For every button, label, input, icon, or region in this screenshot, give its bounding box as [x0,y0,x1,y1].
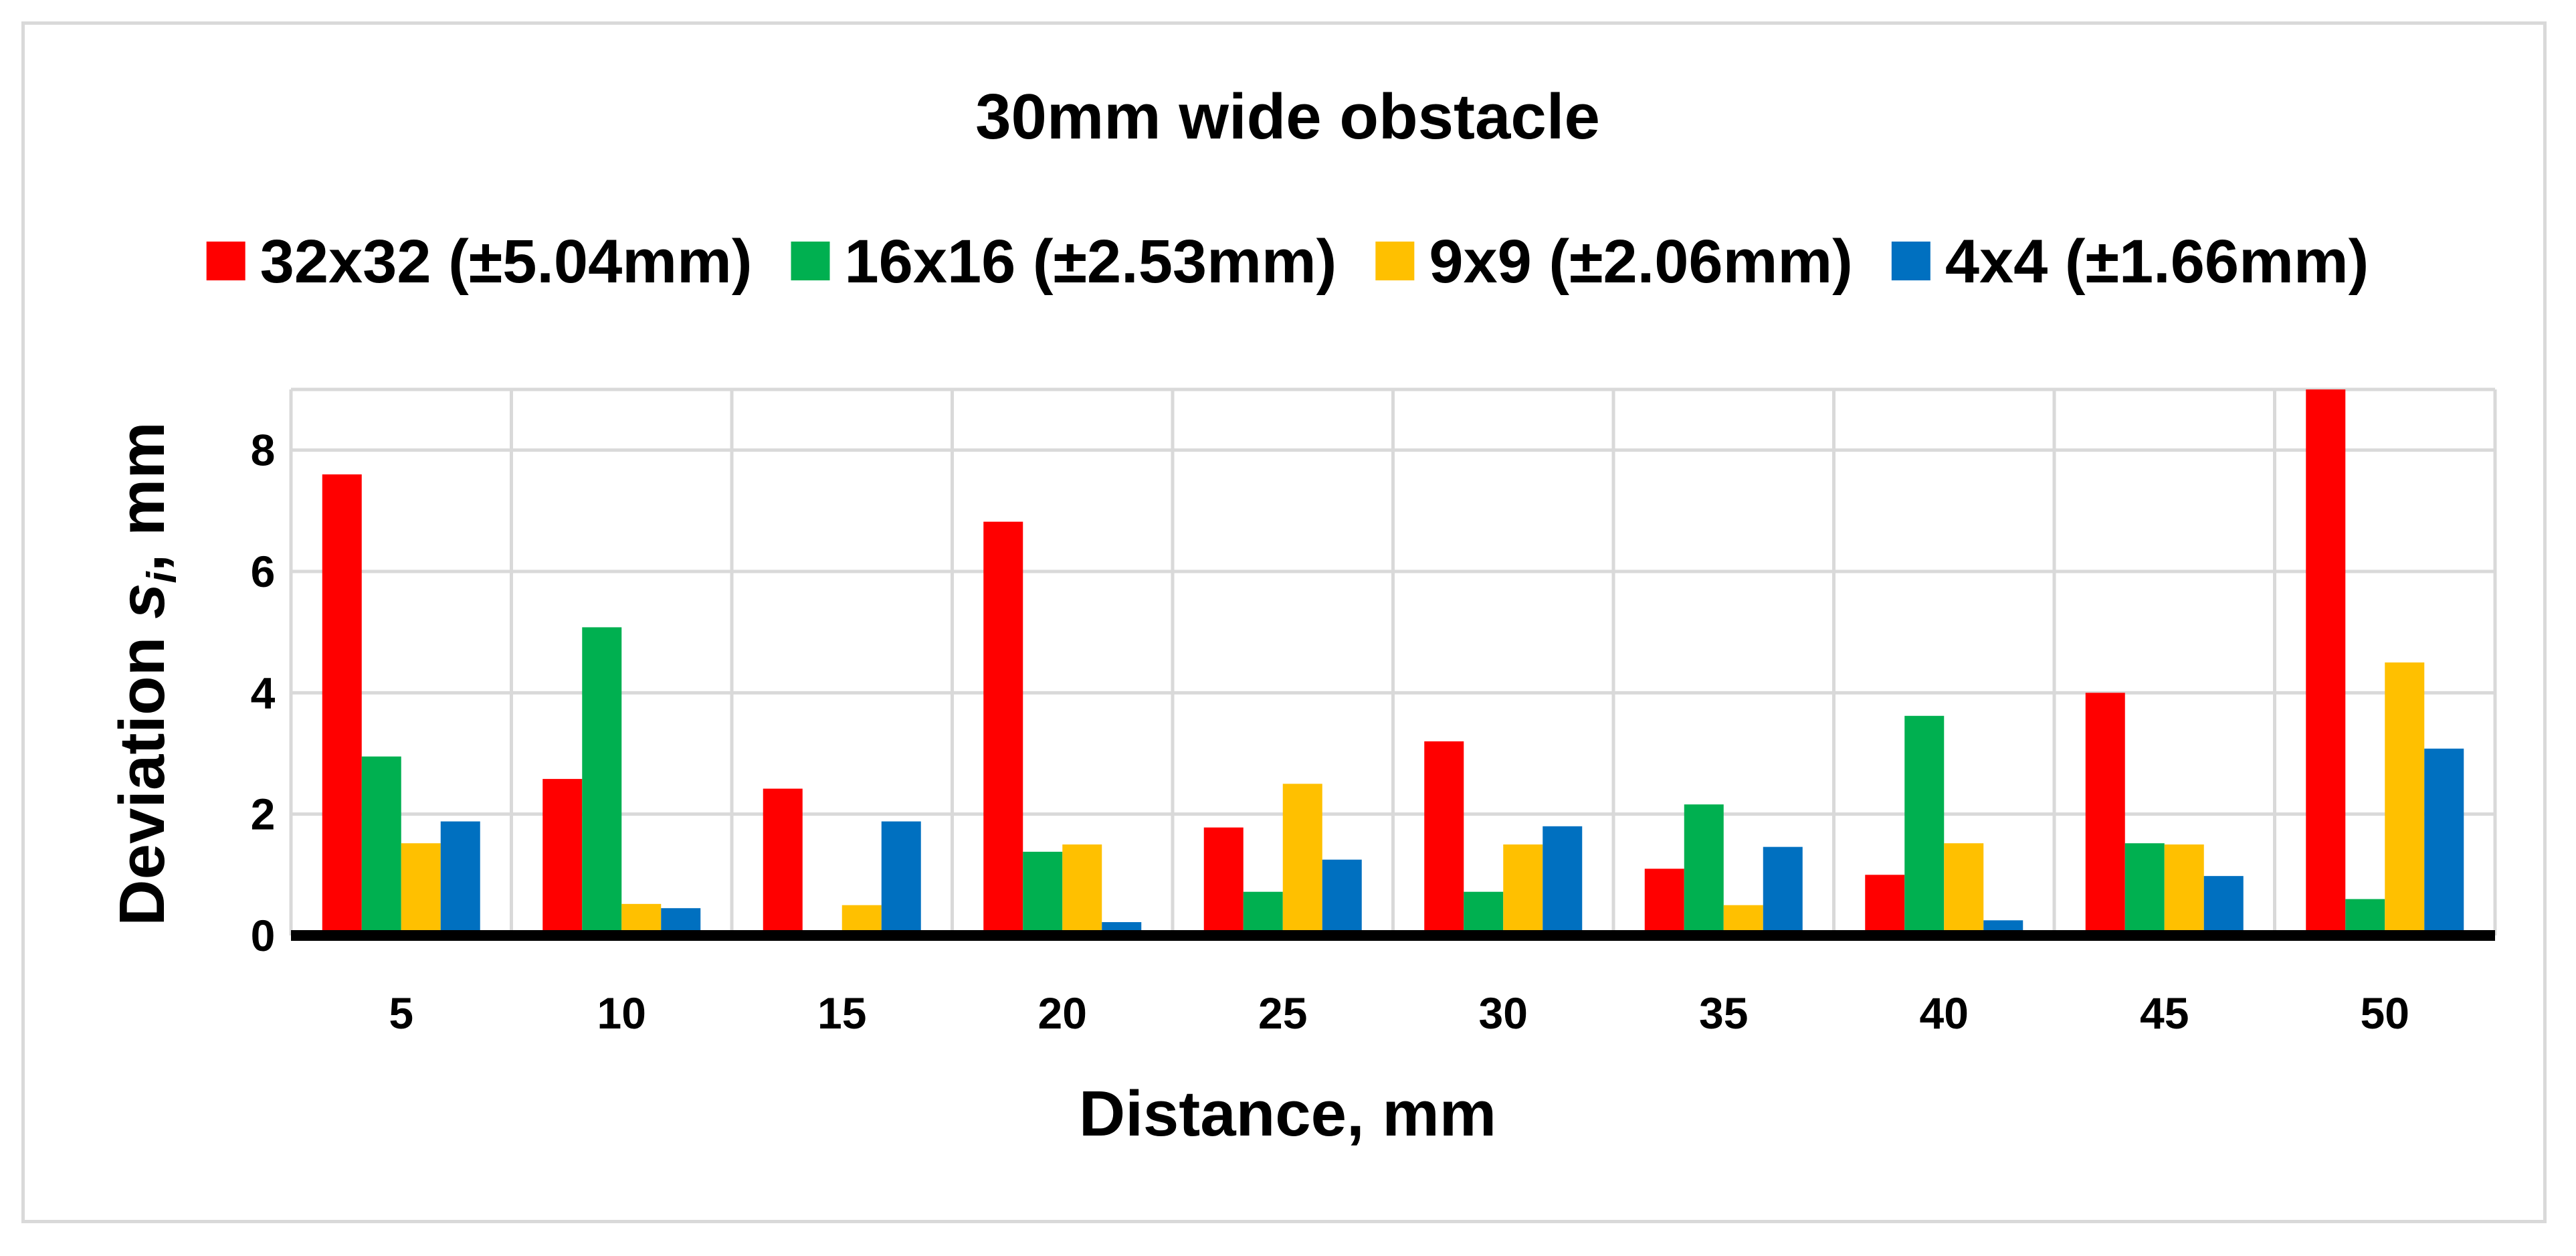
x-tick-label: 20 [1038,988,1087,1038]
y-axis-label: Deviation si, mm [106,422,185,925]
bar [440,821,480,935]
bar [763,788,803,935]
bar [1243,891,1283,935]
legend-swatch [1375,242,1415,280]
bar [2164,844,2204,935]
bar [542,779,583,935]
bar [2124,843,2165,935]
y-axis-label-prefix: Deviation [106,619,178,926]
bar [881,821,921,935]
chart-frame [21,21,2547,1223]
x-tick-label: 45 [2140,988,2189,1038]
y-axis-label-subscript: i [139,571,185,584]
bar [1543,826,1583,935]
x-tick-label: 40 [1920,988,1969,1038]
bar [2385,662,2425,935]
bar [1904,715,1945,935]
y-tick-label: 4 [251,668,276,717]
bar [1865,875,1905,935]
bar [1464,891,1504,935]
bar [1424,741,1464,935]
bar [582,627,622,935]
bar [2424,748,2464,935]
legend-item: 9x9 (±2.06mm) [1375,228,1853,296]
bars [322,389,2464,935]
y-tick-label: 8 [251,426,276,475]
x-tick-label: 25 [1258,988,1307,1038]
legend-item: 32x32 (±5.04mm) [206,228,753,296]
bar [1203,827,1244,935]
legend-item: 16x16 (±2.53mm) [791,228,1337,296]
y-tick-label: 6 [251,547,276,596]
bar [1282,784,1322,935]
y-axis-label-variable: s [106,584,178,619]
x-tick-label: 15 [817,988,866,1038]
bar [1763,846,1803,935]
bar [361,756,401,935]
x-axis-label: Distance, mm [1079,1078,1496,1150]
y-tick-label: 0 [251,911,276,960]
x-tick-label: 10 [597,988,646,1038]
bar [2345,899,2385,935]
bar [1062,844,1102,935]
gridlines [289,387,2497,935]
bar [322,474,362,935]
bar [1644,869,1684,935]
bar [1944,843,1984,935]
x-tick-label: 35 [1699,988,1748,1038]
bar [401,843,441,935]
y-tick-label: 2 [251,790,276,839]
legend-label: 16x16 (±2.53mm) [845,228,1337,296]
legend-swatch [1891,242,1930,280]
x-axis-ticks: 5 10 15 20 25 30 35 40 45 50 [389,988,2409,1038]
bar [1023,851,1063,935]
legend-label: 4x4 (±1.66mm) [1945,228,2369,296]
chart-title: 30mm wide obstacle [975,81,1600,153]
bar [1503,844,1543,935]
legend: 32x32 (±5.04mm) 16x16 (±2.53mm) 9x9 (±2.06… [206,228,2369,296]
legend-swatch [791,242,830,280]
y-axis-label-suffix: , mm [106,422,178,571]
bar [2306,389,2346,935]
bar [1322,859,1362,935]
y-axis-ticks: 0 2 4 6 8 [251,426,276,960]
bar [1684,804,1724,935]
bar [2085,693,2125,935]
x-tick-label: 50 [2361,988,2409,1038]
bar [2203,876,2244,935]
legend-label: 9x9 (±2.06mm) [1429,228,1853,296]
bar [983,521,1023,935]
legend-swatch [206,242,245,280]
legend-label: 32x32 (±5.04mm) [260,228,753,296]
x-tick-label: 5 [389,988,413,1038]
x-tick-label: 30 [1479,988,1528,1038]
legend-item: 4x4 (±1.66mm) [1891,228,2369,296]
